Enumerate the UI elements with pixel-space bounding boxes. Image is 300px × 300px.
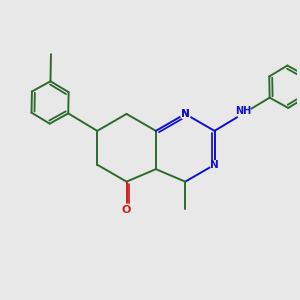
Text: O: O [122, 206, 131, 215]
Text: N: N [181, 109, 190, 119]
Text: N: N [210, 160, 219, 170]
Text: NH: NH [236, 106, 252, 116]
Text: N: N [181, 109, 190, 119]
